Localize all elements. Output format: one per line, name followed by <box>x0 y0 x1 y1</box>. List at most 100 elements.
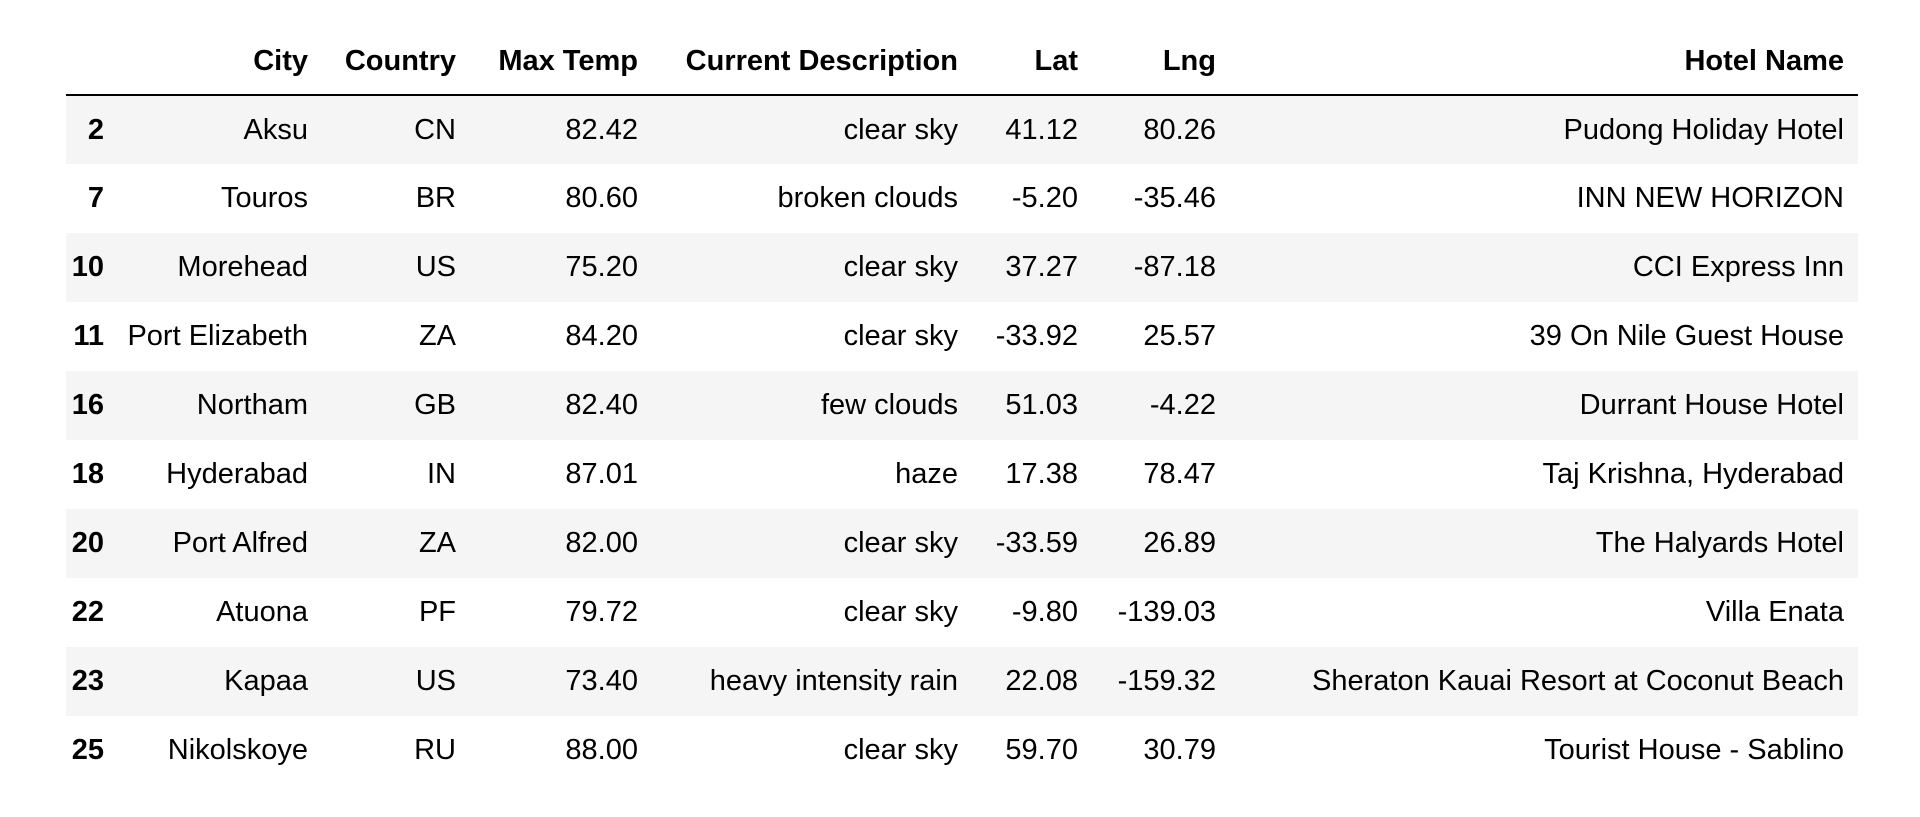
cell-lng: 78.47 <box>1143 458 1216 490</box>
row-index: 20 <box>71 527 104 559</box>
cell-description: clear sky <box>843 596 958 628</box>
table-row: 20 Port Alfred ZA 82.00 clear sky -33.59 26.89… <box>66 509 1858 578</box>
cell-max-temp: 79.72 <box>565 596 638 628</box>
cell-lat: 37.27 <box>1005 251 1078 283</box>
cell-max-temp: 82.40 <box>565 389 638 421</box>
row-index: 18 <box>71 458 104 490</box>
cell-description: haze <box>895 458 958 490</box>
header-hotel-name: Hotel Name <box>1230 28 1858 96</box>
cell-hotel-name: Taj Krishna, Hyderabad <box>1542 458 1844 490</box>
row-index: 10 <box>71 251 104 283</box>
header-row: City Country Max Temp Current Descriptio… <box>66 28 1858 96</box>
cell-lng: -159.32 <box>1117 665 1216 697</box>
header-index <box>66 28 118 96</box>
cell-country: ZA <box>418 527 456 559</box>
cell-hotel-name: Durrant House Hotel <box>1579 389 1844 421</box>
dataframe-output: City Country Max Temp Current Descriptio… <box>66 28 1858 785</box>
cell-city: Aksu <box>243 113 308 146</box>
hotel-dataframe-table: City Country Max Temp Current Descriptio… <box>66 28 1858 785</box>
cell-description: clear sky <box>843 320 958 352</box>
cell-hotel-name: Pudong Holiday Hotel <box>1563 113 1844 146</box>
cell-description: clear sky <box>843 527 958 559</box>
cell-city: Port Elizabeth <box>127 320 308 352</box>
table-row: 18 Hyderabad IN 87.01 haze 17.38 78.47 Taj Kris… <box>66 440 1858 509</box>
cell-city: Touros <box>220 182 308 214</box>
cell-country: IN <box>427 458 456 490</box>
table-row: 10 Morehead US 75.20 clear sky 37.27 -87.18 CCI… <box>66 233 1858 302</box>
table-row: 25 Nikolskoye RU 88.00 clear sky 59.70 30.79 To… <box>66 716 1858 785</box>
table-body: 2 Aksu CN 82.42 clear sky 41.12 80.26 Pudong Ho… <box>66 95 1858 785</box>
cell-country: US <box>415 665 456 697</box>
cell-description: clear sky <box>843 251 958 283</box>
cell-description: broken clouds <box>777 182 958 214</box>
cell-lng: 30.79 <box>1143 734 1216 766</box>
cell-max-temp: 82.42 <box>565 113 638 146</box>
cell-description: clear sky <box>843 113 958 146</box>
cell-lat: 51.03 <box>1005 389 1078 421</box>
cell-lng: 26.89 <box>1143 527 1216 559</box>
cell-max-temp: 84.20 <box>565 320 638 352</box>
table-row: 23 Kapaa US 73.40 heavy intensity rain 22.08 -… <box>66 647 1858 716</box>
cell-max-temp: 82.00 <box>565 527 638 559</box>
header-current-description: Current Description <box>652 28 972 96</box>
cell-city: Kapaa <box>224 665 308 697</box>
cell-lng: -4.22 <box>1149 389 1216 421</box>
row-index: 16 <box>71 389 104 421</box>
cell-country: CN <box>414 113 456 146</box>
cell-hotel-name: INN NEW HORIZON <box>1576 182 1844 214</box>
row-index: 11 <box>73 320 104 352</box>
cell-lng: 25.57 <box>1143 320 1216 352</box>
cell-description: clear sky <box>843 734 958 766</box>
cell-lat: 17.38 <box>1005 458 1078 490</box>
header-country: Country <box>322 28 470 96</box>
cell-city: Morehead <box>177 251 308 283</box>
header-lng: Lng <box>1092 28 1230 96</box>
cell-lat: 59.70 <box>1005 734 1078 766</box>
cell-description: heavy intensity rain <box>709 665 958 697</box>
row-index: 23 <box>71 665 104 697</box>
table-row: 7 Touros BR 80.60 broken clouds -5.20 -35.46 IN… <box>66 164 1858 233</box>
cell-max-temp: 88.00 <box>565 734 638 766</box>
cell-lat: -5.20 <box>1011 182 1078 214</box>
table-row: 2 Aksu CN 82.42 clear sky 41.12 80.26 Pudong Ho… <box>66 95 1858 164</box>
cell-hotel-name: The Halyards Hotel <box>1595 527 1844 559</box>
table-row: 11 Port Elizabeth ZA 84.20 clear sky -33.92 25… <box>66 302 1858 371</box>
cell-city: Port Alfred <box>172 527 308 559</box>
cell-lng: -35.46 <box>1133 182 1216 214</box>
row-index: 7 <box>87 182 104 214</box>
row-index: 2 <box>87 113 104 146</box>
cell-country: US <box>415 251 456 283</box>
cell-lng: 80.26 <box>1143 113 1216 146</box>
cell-lng: -139.03 <box>1117 596 1216 628</box>
cell-hotel-name: Tourist House - Sablino <box>1544 734 1844 766</box>
header-max-temp: Max Temp <box>470 28 652 96</box>
table-row: 16 Northam GB 82.40 few clouds 51.03 -4.22 Durr… <box>66 371 1858 440</box>
cell-country: GB <box>414 389 456 421</box>
cell-country: RU <box>414 734 456 766</box>
cell-max-temp: 87.01 <box>565 458 638 490</box>
cell-hotel-name: CCI Express Inn <box>1632 251 1844 283</box>
cell-max-temp: 73.40 <box>565 665 638 697</box>
cell-city: Northam <box>196 389 308 421</box>
cell-country: ZA <box>418 320 456 352</box>
header-city: City <box>118 28 322 96</box>
cell-hotel-name: 39 On Nile Guest House <box>1529 320 1844 352</box>
cell-lat: 41.12 <box>1005 113 1078 146</box>
cell-max-temp: 80.60 <box>565 182 638 214</box>
cell-hotel-name: Villa Enata <box>1705 596 1844 628</box>
cell-country: PF <box>418 596 456 628</box>
table-header: City Country Max Temp Current Descriptio… <box>66 28 1858 96</box>
row-index: 22 <box>71 596 104 628</box>
cell-lat: 22.08 <box>1005 665 1078 697</box>
cell-lat: -33.92 <box>995 320 1078 352</box>
cell-lat: -33.59 <box>995 527 1078 559</box>
cell-description: few clouds <box>820 389 958 421</box>
cell-lat: -9.80 <box>1011 596 1078 628</box>
cell-country: BR <box>415 182 456 214</box>
header-lat: Lat <box>972 28 1092 96</box>
cell-lng: -87.18 <box>1133 251 1216 283</box>
table-row: 22 Atuona PF 79.72 clear sky -9.80 -139.03 Vill… <box>66 578 1858 647</box>
cell-city: Atuona <box>216 596 308 628</box>
cell-city: Hyderabad <box>166 458 308 490</box>
row-index: 25 <box>71 734 104 766</box>
